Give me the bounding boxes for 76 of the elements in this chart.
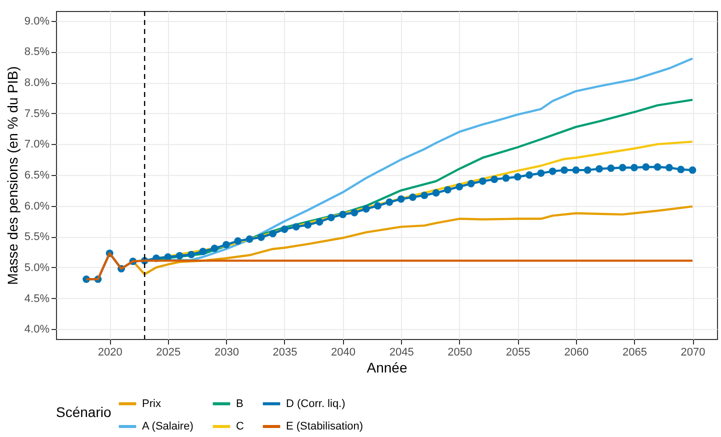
x-tick-label: 2070 xyxy=(680,346,706,358)
y-tick-label: 6.5% xyxy=(24,170,50,182)
x-tick-label: 2050 xyxy=(448,346,472,358)
point xyxy=(584,166,592,174)
point xyxy=(665,164,673,172)
point xyxy=(456,183,464,190)
point xyxy=(642,163,650,171)
point xyxy=(327,214,335,222)
point xyxy=(630,164,638,172)
point xyxy=(362,205,370,213)
x-tick-label: 2025 xyxy=(156,346,181,358)
point xyxy=(210,244,218,252)
y-tick-label: 7.0% xyxy=(24,138,50,151)
legend-label: Prix xyxy=(142,398,162,410)
point xyxy=(176,252,184,260)
x-axis-title: Année xyxy=(366,360,408,376)
point xyxy=(222,240,230,248)
point xyxy=(350,208,358,216)
point xyxy=(572,166,580,174)
x-tick-label: 2020 xyxy=(98,346,122,358)
point xyxy=(607,164,615,172)
legend-label: D (Corr. liq.) xyxy=(286,398,346,410)
y-tick-label: 5.0% xyxy=(24,262,50,274)
point xyxy=(246,235,254,243)
point xyxy=(234,237,242,245)
point xyxy=(292,223,300,230)
point xyxy=(444,186,452,194)
point xyxy=(548,168,556,175)
point xyxy=(397,195,405,203)
y-tick-label: 4.0% xyxy=(24,324,50,336)
y-tick-label: 8.5% xyxy=(24,46,50,58)
point xyxy=(467,180,475,188)
legend-title: Scénario xyxy=(56,404,112,420)
legend-label: E (Stabilisation) xyxy=(286,420,364,432)
x-tick-label: 2060 xyxy=(564,346,589,358)
y-tick-label: 6.0% xyxy=(24,200,50,212)
x-tick-label: 2030 xyxy=(214,346,239,358)
y-tick-label: 7.5% xyxy=(24,108,50,120)
point xyxy=(386,198,394,206)
point xyxy=(339,210,346,218)
point xyxy=(537,169,545,177)
point xyxy=(490,176,498,184)
y-tick-label: 5.5% xyxy=(24,231,50,244)
x-tick-label: 2055 xyxy=(506,346,530,358)
point xyxy=(409,193,416,201)
point xyxy=(420,192,428,200)
point xyxy=(374,202,382,210)
point xyxy=(269,230,277,238)
point xyxy=(432,189,440,197)
point xyxy=(257,234,265,241)
x-tick-label: 2040 xyxy=(331,346,356,358)
point xyxy=(526,171,534,179)
point xyxy=(199,248,207,256)
point xyxy=(514,173,522,181)
x-tick-label: 2035 xyxy=(272,346,298,358)
point xyxy=(280,226,288,233)
point xyxy=(677,166,685,174)
point xyxy=(478,177,486,185)
point xyxy=(316,218,324,226)
point xyxy=(654,163,662,171)
point xyxy=(596,165,603,173)
legend-label: A (Salaire) xyxy=(142,420,194,432)
point xyxy=(560,166,568,174)
y-tick-label: 4.5% xyxy=(24,292,50,305)
y-tick-label: 8.0% xyxy=(24,77,50,90)
y-tick-label: 9.0% xyxy=(24,15,50,28)
point xyxy=(502,174,510,182)
y-axis-title: Masse des pensions (en % du PIB) xyxy=(4,66,20,285)
point xyxy=(188,250,195,258)
x-tick-label: 2045 xyxy=(389,346,414,358)
x-tick-label: 2065 xyxy=(622,346,647,358)
point xyxy=(688,166,696,174)
point xyxy=(304,221,312,229)
legend-label: C xyxy=(236,420,244,432)
legend-label: B xyxy=(236,398,244,410)
point xyxy=(618,164,626,172)
